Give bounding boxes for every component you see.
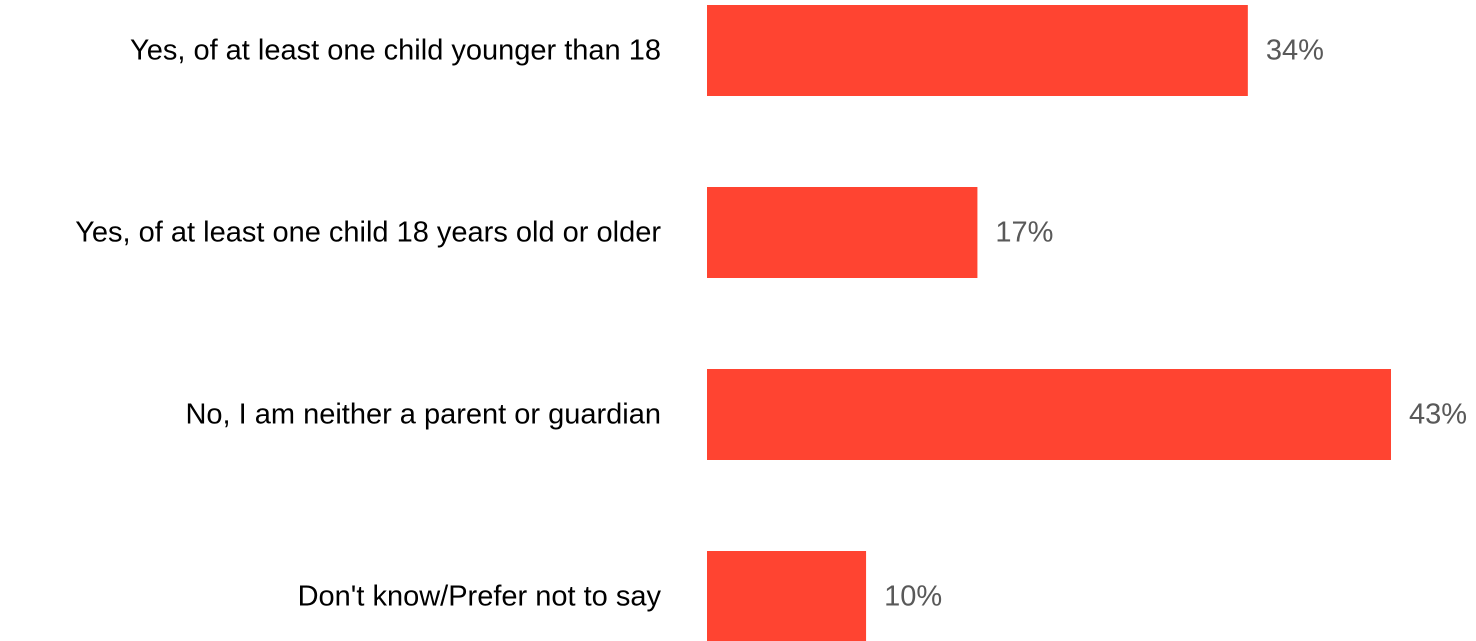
- category-label: Yes, of at least one child younger than …: [130, 35, 661, 67]
- bars-group: [707, 5, 1391, 641]
- bar: [707, 187, 978, 278]
- value-labels-group: 34% 17% 43% 10%: [884, 35, 1467, 613]
- value-label: 34%: [1266, 35, 1324, 67]
- value-label: 17%: [995, 217, 1053, 249]
- category-labels-group: Yes, of at least one child younger than …: [75, 35, 661, 613]
- bar: [707, 369, 1391, 460]
- category-label: No, I am neither a parent or guardian: [185, 399, 661, 431]
- bar: [707, 5, 1248, 96]
- category-label: Yes, of at least one child 18 years old …: [75, 217, 661, 249]
- bar: [707, 551, 867, 641]
- category-label: Don't know/Prefer not to say: [298, 581, 662, 613]
- value-label: 10%: [884, 581, 942, 613]
- value-label: 43%: [1409, 399, 1467, 431]
